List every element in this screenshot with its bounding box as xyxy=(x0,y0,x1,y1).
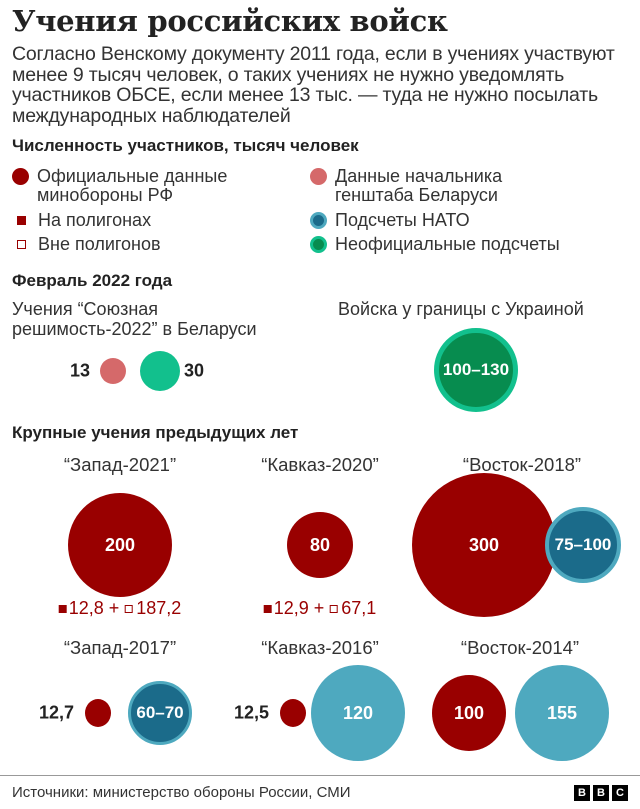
filled-square-icon xyxy=(58,604,67,613)
plus-sign: + xyxy=(108,598,120,618)
legend-title: Численность участников, тысяч человек xyxy=(12,136,359,155)
off-ranges-value: 67,1 xyxy=(341,598,377,618)
unofficial-value-label: 30 xyxy=(184,360,205,381)
bubble-value: 155 xyxy=(546,702,578,723)
hollow-square-icon xyxy=(124,604,133,613)
vostok-2018-nato-bubble: 75–100 xyxy=(545,507,621,583)
border-title: Войска у границы с Украиной xyxy=(338,299,584,319)
kavkaz-2020-breakdown: 12,9 + 67,1 xyxy=(263,598,377,619)
legend-label: Подсчеты НАТО xyxy=(335,210,470,230)
bbc-logo-letter: B xyxy=(593,785,609,801)
bubble-value: 80 xyxy=(309,534,331,555)
hollow-square-icon xyxy=(17,240,26,249)
legend-item-nato: Подсчеты НАТО xyxy=(310,211,630,230)
bubble-value: 120 xyxy=(342,702,374,723)
filled-square-icon xyxy=(17,216,26,225)
legend-item-on-ranges: На полигонах xyxy=(12,211,302,230)
exercise-title-zapad-2021: “Запад-2021” xyxy=(63,454,177,475)
off-ranges-value: 187,2 xyxy=(136,598,182,618)
chart-title: Учения российских войск xyxy=(12,4,448,38)
kavkaz-2016-official-value: 12,5 xyxy=(234,702,270,723)
section-title-feb2022: Февраль 2022 года xyxy=(12,271,173,290)
bubble-value: 200 xyxy=(104,534,136,555)
kavkaz-2020-official-bubble: 80 xyxy=(287,512,353,578)
border-troops-bubble: 100–130 xyxy=(434,328,518,412)
unofficial-bubble-light xyxy=(140,351,180,391)
legend-item-belarus: Данные начальника генштаба Беларуси xyxy=(310,167,630,205)
legend-label: Вне полигонов xyxy=(38,234,161,254)
blue-ringed-circle-icon xyxy=(310,212,327,229)
zapad-2021-official-bubble: 200 xyxy=(68,493,172,597)
zapad-2017-nato-bubble: 60–70 xyxy=(128,681,192,745)
bbc-logo: B B C xyxy=(574,785,628,801)
exercise-title-vostok-2014: “Восток-2014” xyxy=(460,637,580,658)
bbc-logo-letter: C xyxy=(612,785,628,801)
source-text: Источники: министерство обороны России, … xyxy=(12,784,351,801)
legend-item-official: Официальные данные минобороны РФ xyxy=(12,167,302,205)
exercise-title-kavkaz-2020: “Кавказ-2020” xyxy=(261,454,379,475)
on-ranges-value: 12,9 xyxy=(273,598,309,618)
exercise-title-line1: Учения “Союзная xyxy=(12,299,159,319)
vostok-2014-nato-bubble: 155 xyxy=(515,665,609,761)
zapad-2021-breakdown: 12,8 + 187,2 xyxy=(58,598,182,619)
kavkaz-2016-official-bubble xyxy=(280,699,306,727)
exercise-title-vostok-2018: “Восток-2018” xyxy=(462,454,582,475)
legend-label: Официальные данные минобороны РФ xyxy=(37,166,228,205)
bubble-value: 60–70 xyxy=(136,703,184,722)
bubble-value: 100 xyxy=(453,702,485,723)
filled-square-icon xyxy=(263,604,272,613)
plus-sign: + xyxy=(313,598,325,618)
bubble-value: 300 xyxy=(468,534,500,555)
pink-circle-icon xyxy=(310,168,327,185)
legend-column-right: Данные начальника генштаба Беларуси Подс… xyxy=(310,167,630,254)
bbc-logo-letter: B xyxy=(574,785,590,801)
zapad-2017-official-value: 12,7 xyxy=(39,702,75,723)
legend-item-unofficial: Неофициальные подсчеты xyxy=(310,235,630,254)
exercise-title-kavkaz-2016: “Кавказ-2016” xyxy=(261,637,379,658)
kavkaz-2016-nato-bubble: 120 xyxy=(311,665,405,761)
legend-column-left: Официальные данные минобороны РФ На поли… xyxy=(12,167,302,254)
belarus-value-label: 13 xyxy=(70,360,91,381)
bubble-value: 100–130 xyxy=(442,360,510,379)
section-title-previous: Крупные учения предыдущих лет xyxy=(12,423,299,442)
legend-label: Неофициальные подсчеты xyxy=(335,234,560,254)
red-circle-icon xyxy=(12,168,29,185)
legend-label: На полигонах xyxy=(38,210,152,230)
vostok-2018-official-bubble: 300 xyxy=(412,473,556,617)
bubble-value: 75–100 xyxy=(554,535,612,554)
exercise-title-line2: решимость-2022” в Беларуси xyxy=(12,319,257,339)
hollow-square-icon xyxy=(329,604,338,613)
legend-label: Данные начальника генштаба Беларуси xyxy=(335,166,503,205)
vostok-2014-official-bubble: 100 xyxy=(432,675,506,751)
zapad-2017-official-bubble xyxy=(85,699,111,727)
on-ranges-value: 12,8 xyxy=(68,598,104,618)
green-ringed-circle-icon xyxy=(310,236,327,253)
belarus-bubble xyxy=(100,358,126,384)
chart-description: Согласно Венскому документу 2011 года, е… xyxy=(12,43,615,127)
exercise-title-zapad-2017: “Запад-2017” xyxy=(63,637,177,658)
legend-item-off-ranges: Вне полигонов xyxy=(12,235,302,254)
footer-divider xyxy=(0,775,640,776)
